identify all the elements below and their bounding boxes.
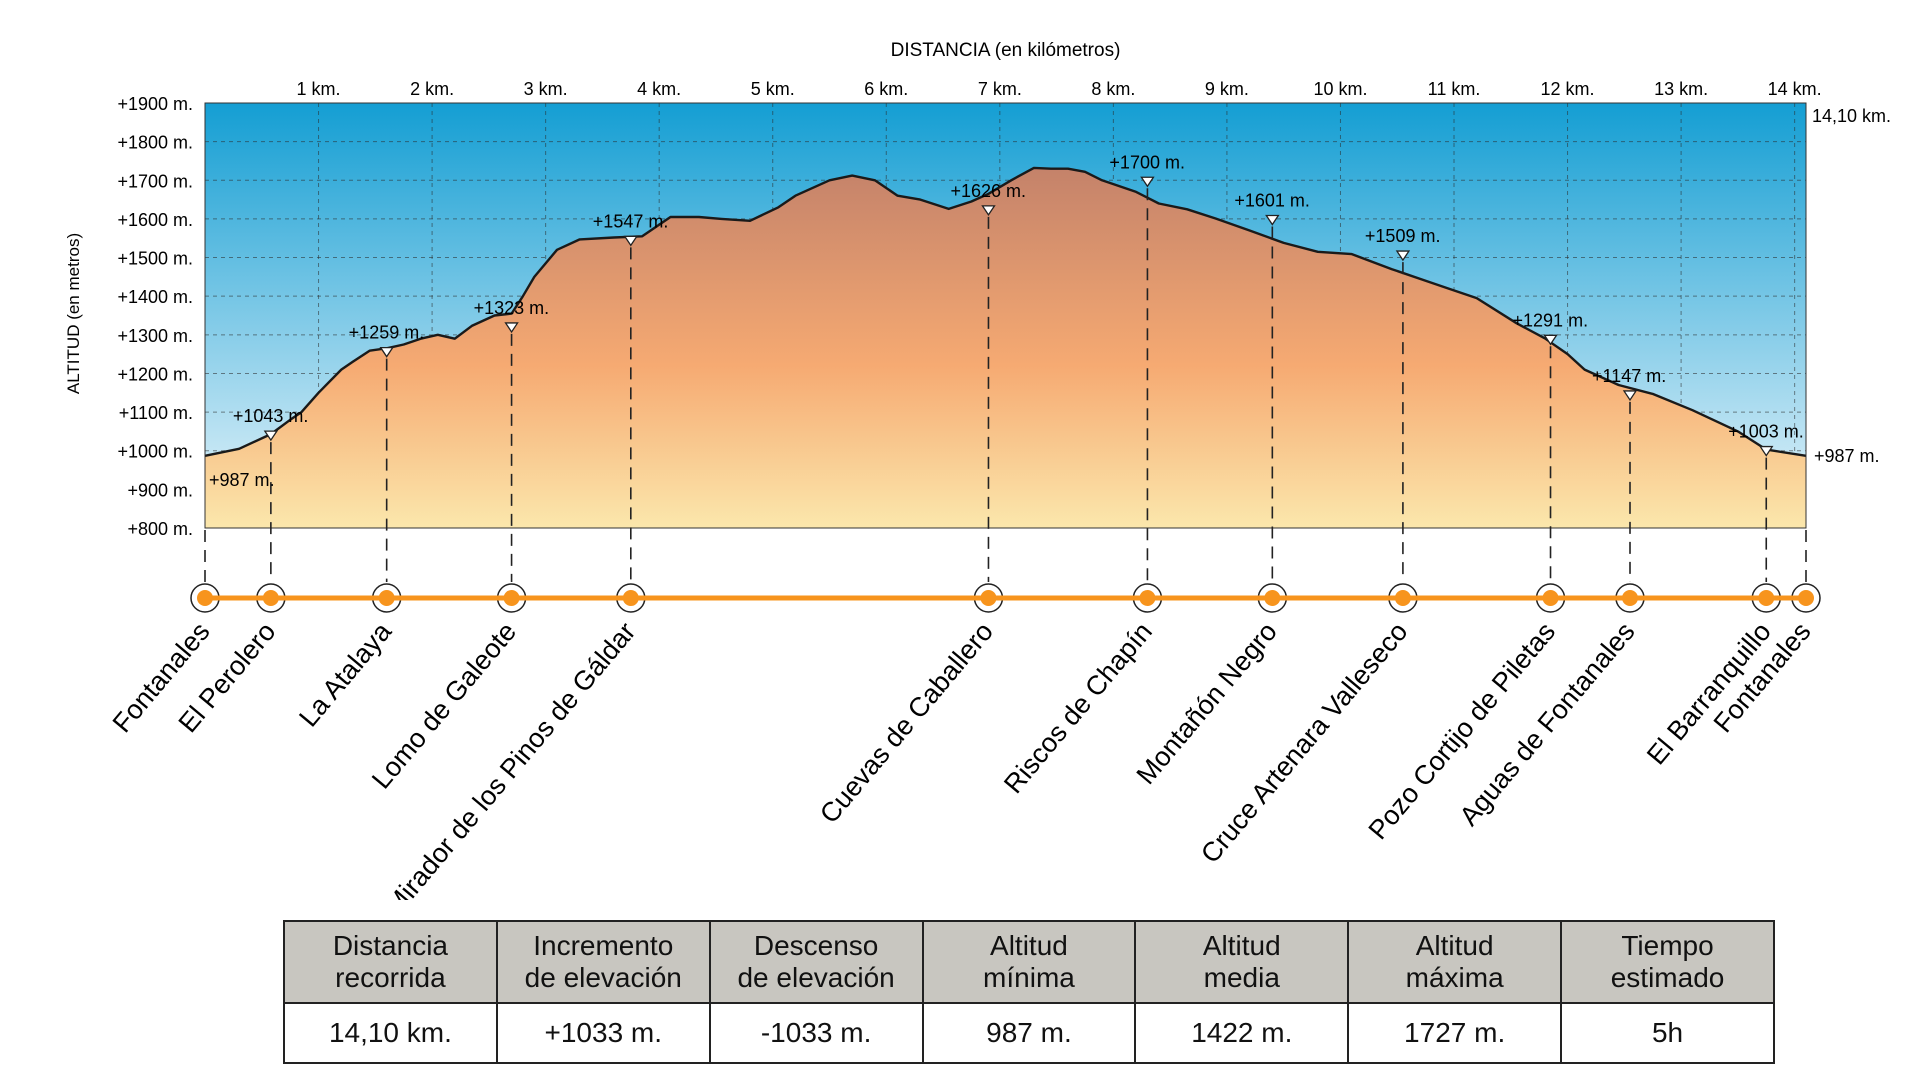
stats-value-cell: +1033 m. (495, 1002, 711, 1064)
waypoint-altitude-label: +987 m. (209, 470, 275, 490)
stats-value-cell: -1033 m. (708, 1002, 924, 1064)
stats-value-cell: 14,10 km. (283, 1002, 498, 1064)
x-tick-label: 9 km. (1205, 79, 1249, 99)
stats-header-row: Distancia recorrida Incremento de elevación… (283, 920, 1775, 1004)
x-tick-label: 11 km. (1428, 79, 1481, 99)
stats-header-cell: Distancia recorrida (283, 920, 498, 1004)
y-tick-label: +900 m. (127, 480, 193, 500)
waypoint-triangle (623, 235, 639, 247)
elevation-area (205, 167, 1806, 528)
waypoint-triangle (1622, 390, 1638, 402)
stats-header-text: Distancia (332, 930, 448, 961)
waypoint-triangle (1140, 176, 1155, 188)
x-axis-title: DISTANCIA (en kilómetros) (891, 40, 1121, 61)
y-tick-label: +1300 m. (117, 326, 193, 346)
elevation-profile-svg: DISTANCIA (en kilómetros) 1 km. 2 km. 3 km.… (64, 40, 1891, 921)
y-tick-label: +1400 m. (117, 287, 193, 307)
x-tick-label: 2 km. (410, 79, 454, 99)
waypoint-altitude-label: +1259 m. (349, 323, 425, 343)
stats-header-text: máxima (1405, 962, 1504, 993)
stats-header-cell: Altitud máxima (1347, 920, 1563, 1004)
x-tick-label: 8 km. (1091, 79, 1135, 99)
waypoint-triangle (1395, 250, 1411, 262)
stats-header-text: Incremento (533, 930, 674, 961)
y-axis-title: ALTITUD (en metros) (64, 233, 83, 394)
stats-header-text: Descenso (753, 930, 879, 961)
waypoint-altitude-label: +1547 m. (593, 211, 669, 231)
waypoint-name-label: Montañón Negro (1131, 617, 1283, 790)
stats-header-cell: Tiempo estimado (1560, 920, 1775, 1004)
y-tick-label: +1900 m. (117, 94, 193, 114)
stats-header-text: Altitud (990, 930, 1068, 961)
waypoint-name-label: La Atalaya (293, 616, 398, 733)
stats-header-text: de elevación (524, 962, 682, 993)
x-tick-label: 3 km. (524, 79, 568, 99)
stats-header-text: mínima (983, 962, 1075, 993)
waypoint-triangle (1543, 334, 1558, 346)
waypoint-name-label: Cuevas de Caballero (814, 617, 999, 829)
stats-value-cell: 5h (1560, 1002, 1775, 1064)
waypoint-altitude-label: +1147 m. (1592, 366, 1666, 386)
waypoint-altitude-label: +1601 m. (1234, 191, 1310, 211)
stats-value-cell: 1422 m. (1134, 1002, 1350, 1064)
waypoint-triangle (1759, 445, 1774, 457)
stats-header-text: Altitud (1202, 930, 1281, 961)
waypoint-triangle (504, 322, 519, 334)
stats-header-text: de elevación (737, 962, 895, 993)
waypoint-triangle (1265, 214, 1280, 226)
stats-header-text: Tiempo (1621, 930, 1714, 961)
x-tick-label: 4 km. (637, 79, 681, 99)
stats-value-row: 14,10 km. +1033 m. -1033 m. 987 m. 1422 m. 17… (283, 1002, 1775, 1064)
x-tick-label: 5 km. (751, 79, 795, 99)
y-tick-label: +1700 m. (117, 171, 193, 191)
x-tick-label: 13 km. (1654, 79, 1708, 99)
y-tick-label: +1200 m. (117, 364, 193, 384)
y-tick-label: +1100 m. (119, 403, 193, 423)
y-tick-label: +1500 m. (117, 249, 193, 269)
waypoint-altitude-label: +1003 m. (1728, 422, 1804, 442)
y-tick-label: +1000 m. (117, 442, 193, 462)
waypoint-altitude-label: +1626 m. (950, 181, 1026, 201)
elevation-line (204, 166, 1807, 457)
stats-header-cell: Descenso de elevación (708, 920, 924, 1004)
waypoint-triangle (981, 205, 996, 217)
route-stats-table: Distancia recorrida Incremento de elevación… (283, 920, 1775, 1064)
x-tick-label: 7 km. (978, 79, 1022, 99)
stats-header-text: media (1203, 962, 1280, 993)
waypoint-altitude-label: +1291 m. (1513, 310, 1589, 330)
stats-value-cell: 1727 m. (1347, 1002, 1563, 1064)
stats-header-cell: Altitud mínima (921, 920, 1137, 1004)
stats-value-cell: 987 m. (921, 1002, 1137, 1064)
waypoint-triangle (379, 347, 394, 358)
stats-header-text: Altitud (1415, 930, 1494, 961)
waypoint-altitude-label: +1043 m. (233, 406, 309, 426)
waypoint-altitude-label: +1323 m. (474, 298, 550, 318)
end-altitude-label: +987 m. (1814, 446, 1880, 466)
x-tick-label: 14 km. (1768, 79, 1822, 99)
stats-header-text: recorrida (335, 962, 446, 993)
waypoint-altitude-label: +1509 m. (1365, 226, 1441, 246)
x-tick-label: 1 km. (297, 79, 341, 99)
x-tick-label: 10 km. (1313, 79, 1367, 99)
stats-header-cell: Altitud media (1134, 920, 1350, 1004)
y-tick-label: +1800 m. (117, 133, 193, 153)
x-tick-label: 12 km. (1541, 79, 1595, 99)
stats-header-text: estimado (1610, 962, 1725, 993)
waypoint-altitude-label: +1700 m. (1109, 152, 1185, 172)
plot-frame (204, 102, 1807, 529)
y-tick-label: +800 m. (127, 519, 193, 539)
stats-header-cell: Incremento de elevación (495, 920, 711, 1004)
y-tick-label: +1600 m. (117, 210, 193, 230)
waypoint-triangle (263, 430, 279, 442)
total-distance-label: 14,10 km. (1812, 106, 1891, 126)
x-tick-label: 6 km. (864, 79, 908, 99)
